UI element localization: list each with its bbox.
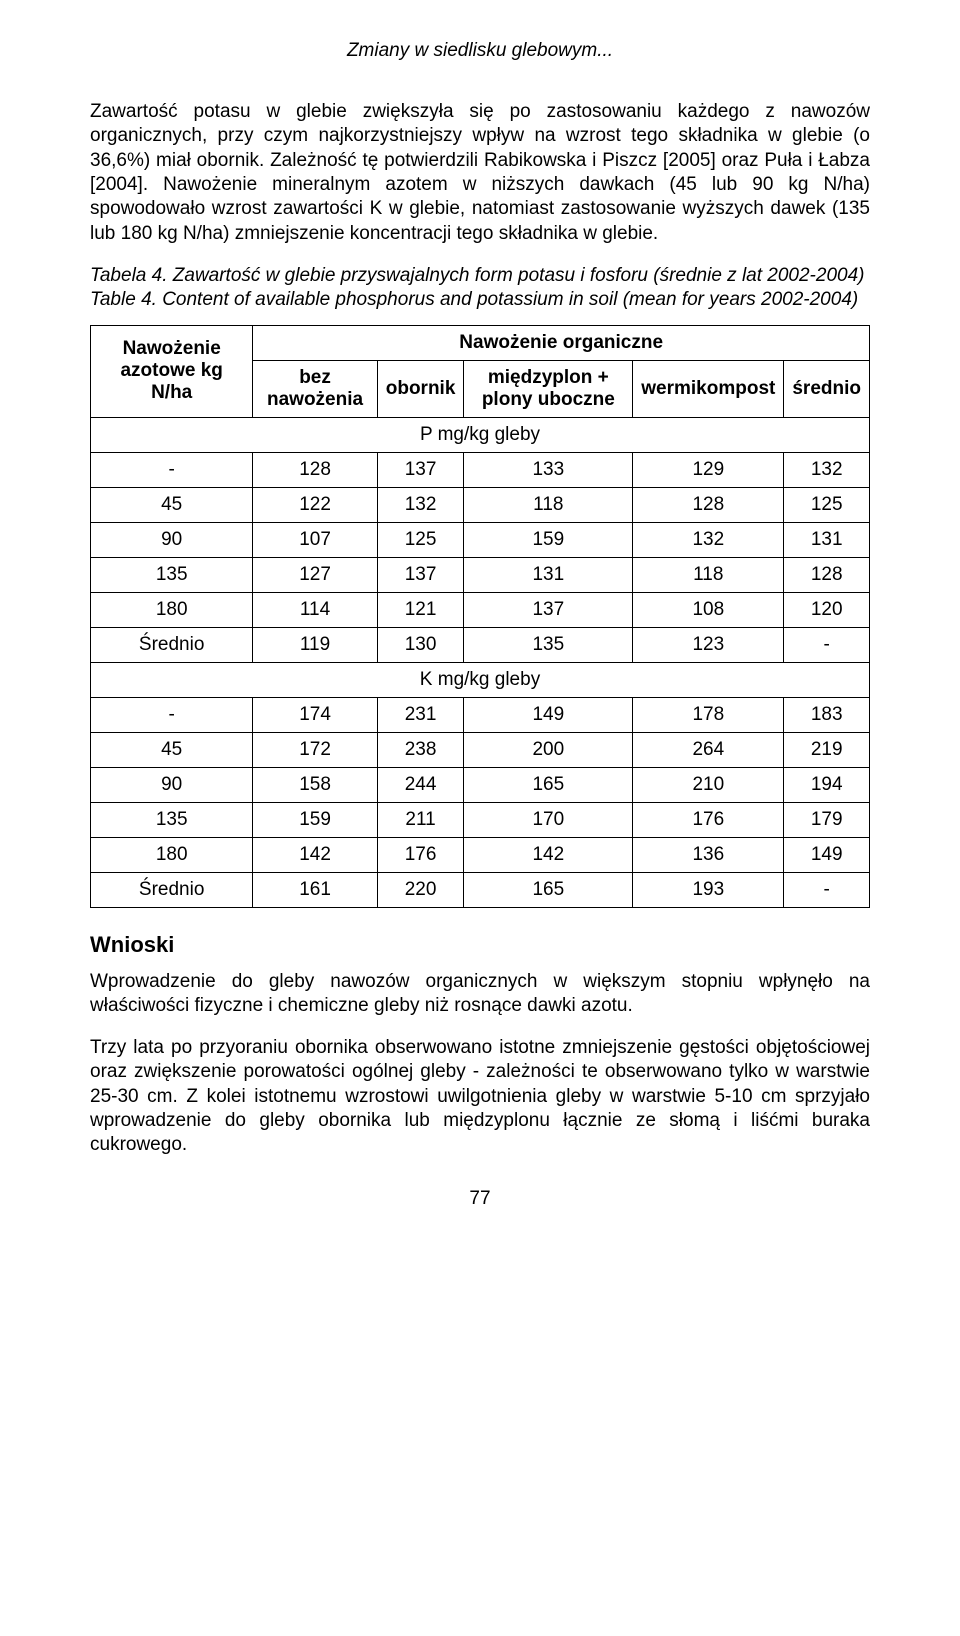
paragraph-2: Wprowadzenie do gleby nawozów organiczny… bbox=[90, 970, 870, 1019]
table-row: Średnio119130135123- bbox=[91, 627, 870, 662]
table-row: 90158244165210194 bbox=[91, 767, 870, 802]
running-title: Zmiany w siedlisku glebowym... bbox=[90, 40, 870, 62]
table-row: 45172238200264219 bbox=[91, 732, 870, 767]
table-caption-en: Table 4. Content of available phosphorus… bbox=[90, 288, 870, 312]
table-header-row-1: Nawożenie azotowe kg N/ha Nawożenie orga… bbox=[91, 325, 870, 360]
paragraph-3: Trzy lata po przyoraniu obornika obserwo… bbox=[90, 1036, 870, 1158]
sub-header-0: bez nawożenia bbox=[253, 360, 377, 417]
caption-pl-title: Zawartość w glebie przyswajalnych form p… bbox=[173, 265, 865, 286]
conclusions-title: Wnioski bbox=[90, 932, 870, 958]
table-row: 135159211170176179 bbox=[91, 802, 870, 837]
caption-en-prefix: Table 4. bbox=[90, 289, 162, 310]
table-row: 180142176142136149 bbox=[91, 837, 870, 872]
table-row: -128137133129132 bbox=[91, 452, 870, 487]
table-row: 45122132118128125 bbox=[91, 487, 870, 522]
section2-label: K mg/kg gleby bbox=[91, 662, 870, 697]
table-row: 90107125159132131 bbox=[91, 522, 870, 557]
col-header-left: Nawożenie azotowe kg N/ha bbox=[91, 325, 253, 417]
table-row: 180114121137108120 bbox=[91, 592, 870, 627]
page-number: 77 bbox=[90, 1188, 870, 1210]
table-row: Średnio161220165193- bbox=[91, 872, 870, 907]
table-row: 135127137131118128 bbox=[91, 557, 870, 592]
table-row: -174231149178183 bbox=[91, 697, 870, 732]
data-table: Nawożenie azotowe kg N/ha Nawożenie orga… bbox=[90, 325, 870, 908]
sub-header-1: obornik bbox=[377, 360, 464, 417]
sub-header-4: średnio bbox=[784, 360, 870, 417]
caption-en-title: Content of available phosphorus and pota… bbox=[162, 289, 858, 310]
section2-label-row: K mg/kg gleby bbox=[91, 662, 870, 697]
section1-label: P mg/kg gleby bbox=[91, 417, 870, 452]
table-caption-pl: Tabela 4. Zawartość w glebie przyswajaln… bbox=[90, 264, 870, 288]
col-header-group: Nawożenie organiczne bbox=[253, 325, 870, 360]
sub-header-3: wermikompost bbox=[633, 360, 784, 417]
caption-pl-prefix: Tabela 4. bbox=[90, 265, 173, 286]
sub-header-2: międzyplon + plony uboczne bbox=[464, 360, 633, 417]
section1-label-row: P mg/kg gleby bbox=[91, 417, 870, 452]
paragraph-1: Zawartość potasu w glebie zwiększyła się… bbox=[90, 100, 870, 246]
